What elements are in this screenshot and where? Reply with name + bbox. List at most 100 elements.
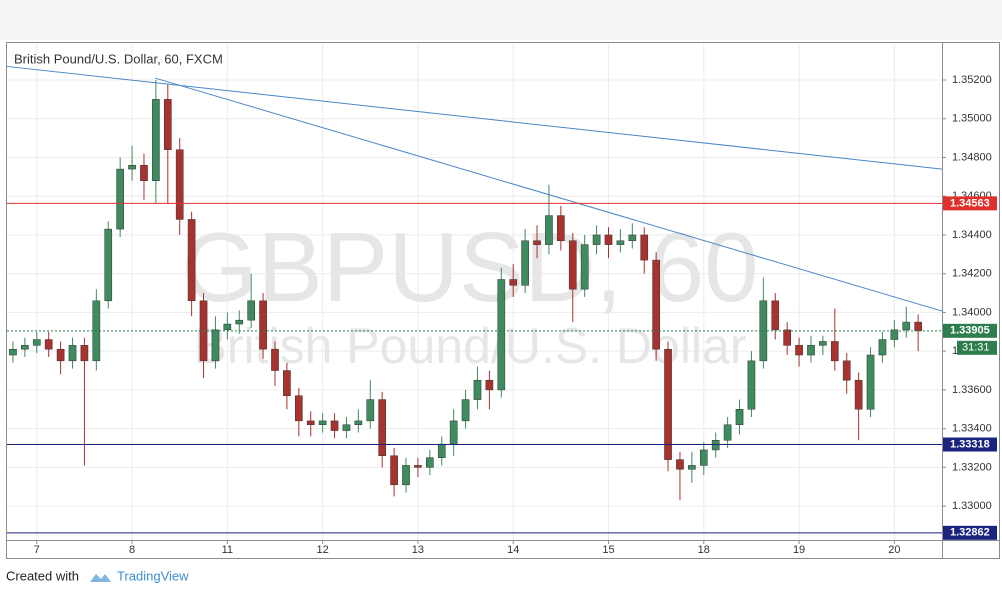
watermark: GBPUSD, 60 British Pound/U.S. Dollar bbox=[181, 212, 758, 374]
candle-body bbox=[259, 300, 267, 350]
price-label: 1.32862 bbox=[950, 527, 990, 539]
candle-body bbox=[437, 443, 446, 458]
candle-body bbox=[676, 459, 684, 470]
price-label: 1.33318 bbox=[950, 438, 990, 450]
candle-body bbox=[354, 420, 363, 426]
candle-body bbox=[592, 234, 601, 245]
x-tick-label: 15 bbox=[602, 544, 614, 556]
price-label-box bbox=[943, 525, 997, 540]
candle-body bbox=[342, 424, 351, 431]
y-tick-label: 1.33200 bbox=[952, 461, 992, 473]
candle-body bbox=[211, 329, 220, 362]
candle-body bbox=[128, 164, 136, 170]
y-tick-label: 1.34200 bbox=[952, 268, 992, 280]
candle-body bbox=[21, 345, 29, 350]
candle-body bbox=[497, 279, 506, 391]
footer-brand[interactable]: TradingView bbox=[117, 568, 189, 583]
x-tick-label: 11 bbox=[222, 544, 233, 556]
candle-body bbox=[545, 215, 553, 245]
plot-area bbox=[6, 65, 943, 534]
candle-body bbox=[426, 457, 434, 468]
x-tick-label: 14 bbox=[507, 544, 519, 556]
candle-body bbox=[235, 319, 244, 325]
candle-body bbox=[842, 360, 851, 381]
candle-body bbox=[271, 348, 279, 371]
candle-body bbox=[640, 234, 649, 261]
x-tick-label: 19 bbox=[793, 544, 805, 556]
candle-body bbox=[628, 234, 637, 242]
candle-body bbox=[402, 465, 410, 486]
candle-body bbox=[580, 244, 589, 290]
price-label-box bbox=[943, 437, 997, 452]
y-tick-label: 1.34800 bbox=[952, 151, 992, 163]
candle-body bbox=[306, 420, 315, 426]
candle-body bbox=[735, 409, 744, 426]
candle-body bbox=[854, 379, 863, 410]
candle-body bbox=[819, 341, 827, 346]
x-tick-label: 18 bbox=[698, 544, 710, 556]
candle-body bbox=[44, 339, 53, 350]
price-label: 1.34563 bbox=[950, 197, 990, 209]
candle-body bbox=[318, 420, 327, 426]
candle-body bbox=[878, 339, 887, 356]
x-tick-label: 8 bbox=[129, 544, 135, 556]
candle-body bbox=[568, 240, 577, 290]
y-tick-label: 1.33000 bbox=[952, 500, 992, 512]
candle-body bbox=[187, 219, 196, 302]
candle-body bbox=[163, 99, 172, 150]
candle-body bbox=[604, 234, 613, 245]
x-tick-label: 13 bbox=[412, 544, 424, 556]
y-tick-label: 1.33400 bbox=[952, 423, 992, 435]
y-tick-label: 1.35000 bbox=[952, 113, 992, 125]
candle-body bbox=[914, 321, 923, 332]
candle-body bbox=[783, 329, 791, 346]
candle-body bbox=[652, 259, 660, 350]
candle-body bbox=[473, 379, 482, 400]
candle-body bbox=[890, 329, 899, 340]
candle-body bbox=[294, 395, 303, 422]
candle-body bbox=[711, 440, 720, 451]
candle-body bbox=[449, 420, 458, 445]
candle-body bbox=[747, 360, 756, 410]
grid bbox=[7, 43, 942, 540]
trend-line bbox=[6, 65, 943, 170]
candle-body bbox=[830, 341, 839, 362]
countdown: 31:31 bbox=[962, 342, 990, 354]
candle-body bbox=[616, 240, 625, 245]
x-tick-label: 12 bbox=[317, 544, 329, 556]
candle-body bbox=[390, 455, 398, 486]
candle-body bbox=[366, 399, 375, 422]
candle-body bbox=[9, 348, 17, 356]
candle-body bbox=[461, 399, 470, 422]
candle-body bbox=[140, 164, 148, 181]
price-label: 1.33905 bbox=[950, 325, 990, 337]
candle-body bbox=[116, 168, 124, 230]
candle-body bbox=[56, 348, 65, 362]
candle-body bbox=[723, 424, 732, 441]
x-tick-label: 20 bbox=[888, 544, 900, 556]
trend-line bbox=[154, 77, 943, 312]
candle-body bbox=[509, 279, 518, 286]
candle-body bbox=[152, 99, 160, 181]
candle-body bbox=[807, 345, 815, 356]
candle-body bbox=[80, 345, 89, 362]
candle-body bbox=[283, 370, 291, 396]
candle-body bbox=[521, 240, 529, 286]
candle-body bbox=[664, 348, 672, 460]
candle-body bbox=[688, 465, 696, 470]
candle-body bbox=[485, 379, 494, 391]
candle-body bbox=[104, 228, 113, 302]
candle-body bbox=[557, 215, 565, 242]
candle-body bbox=[378, 399, 387, 456]
candle-body bbox=[533, 240, 541, 245]
countdown-box bbox=[957, 340, 997, 355]
candle-body bbox=[902, 321, 911, 331]
candle-body bbox=[247, 300, 255, 321]
y-tick-label: 1.35200 bbox=[952, 74, 992, 86]
candle-body bbox=[414, 465, 422, 468]
candle-body bbox=[771, 300, 780, 331]
y-tick-label: 1.34400 bbox=[952, 229, 992, 241]
price-label-box bbox=[943, 323, 997, 338]
